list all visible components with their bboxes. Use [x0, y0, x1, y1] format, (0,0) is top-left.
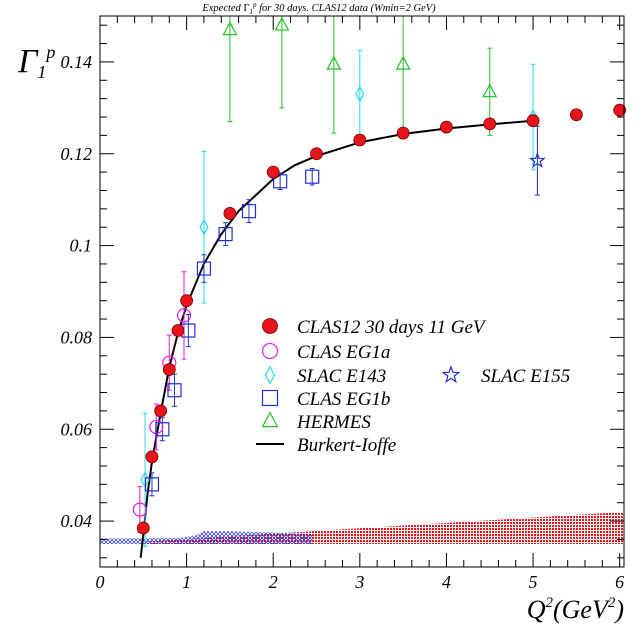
clas-eg1b-point-9 — [305, 169, 320, 184]
clas12-30-days-11-gev-point-13 — [483, 117, 497, 131]
burkert-ioffe-curve — [139, 119, 534, 558]
legend-label-slac-e155: SLAC E155 — [481, 366, 570, 387]
title-rest: for 30 days. CLAS12 data (Wmin=2 GeV) — [257, 3, 437, 14]
clas-eg1a-point-4 — [176, 308, 192, 323]
x-tick-label-0: 0 — [96, 572, 105, 592]
y-tick-label-0.14: 0.14 — [61, 52, 93, 72]
y-tick-label-0.06: 0.06 — [61, 419, 93, 439]
clas12-30-days-11-gev-point-8 — [266, 165, 280, 179]
plot-frame — [99, 15, 625, 568]
curve-layer — [139, 119, 534, 558]
clas12-30-days-11-gev-point-16 — [613, 103, 627, 117]
y-tick-label-0.04: 0.04 — [61, 511, 93, 531]
clas-eg1b-point-2 — [155, 422, 170, 437]
title-gamma: Γ — [243, 3, 249, 14]
legend-marker-slac-e155 — [441, 365, 461, 384]
legend-marker-clas-eg1a — [261, 342, 279, 360]
clas-eg1b-point-6 — [218, 227, 233, 242]
hermes-point-4 — [395, 55, 411, 70]
clas12-30-days-11-gev-point-9 — [310, 147, 323, 161]
x-axis-label-rest: (GeV — [553, 595, 611, 624]
clas12-30-days-11-gev-point-7 — [223, 207, 237, 220]
x-axis-label-sup2: 2 — [608, 595, 616, 611]
bands-layer — [100, 511, 624, 545]
clas12-30-days-11-gev-point-1 — [136, 521, 150, 535]
clas12-30-days-11-gev-point-5 — [171, 324, 185, 337]
y-axis-label-sub: 1 — [37, 62, 46, 82]
legend-label-clas12-30-days-11-gev: CLAS12 30 days 11 GeV — [297, 317, 487, 338]
legend-marker-clas12-30-days-11-gev — [262, 318, 278, 334]
x-tick-label-2: 2 — [269, 572, 278, 592]
clas-eg1b-point-8 — [273, 174, 288, 189]
chart-title-text: Expected — [201, 3, 243, 14]
marker-layer — [132, 16, 627, 535]
clas12-30-days-11-gev-point-10 — [353, 133, 367, 147]
slac-e155-point-1 — [528, 151, 546, 168]
clas-eg1b-point-3 — [167, 383, 182, 398]
clas12-30-days-11-gev-point-2 — [145, 450, 159, 464]
y-tick-label-0.08: 0.08 — [61, 327, 93, 347]
systematic-band-2 — [100, 531, 313, 545]
x-tick-label-6: 6 — [615, 572, 624, 592]
errorbar-layer — [137, 16, 623, 547]
hermes-point-1 — [222, 21, 238, 36]
title-sub: 1 — [250, 8, 254, 16]
title-sup: p — [252, 1, 257, 9]
clas12-30-days-11-gev-point-4 — [162, 363, 176, 376]
x-axis-label-sup: 2 — [545, 595, 553, 611]
y-axis-label: Γ1p — [17, 42, 55, 82]
clas12-30-days-11-gev-point-15 — [569, 108, 583, 122]
legend: CLAS12 30 days 11 GeV CLAS EG1a SLAC E143 S… — [256, 317, 570, 456]
legend-marker-slac-e143 — [264, 365, 276, 385]
legend-label-slac-e143: SLAC E143 — [297, 366, 386, 387]
slac-e143-point-3 — [355, 85, 365, 103]
legend-label-hermes: HERMES — [296, 412, 371, 433]
clas-eg1b-point-5 — [196, 261, 212, 276]
clas-eg1b-point-7 — [241, 204, 257, 219]
x-axis-label-close: ) — [613, 595, 624, 624]
legend-label-clas-eg1a: CLAS EG1a — [297, 342, 390, 363]
slac-e143-point-2 — [199, 218, 209, 236]
legend-label-clas-eg1b: CLAS EG1b — [297, 389, 390, 410]
clas-eg1b-point-1 — [144, 477, 160, 492]
clas12-30-days-11-gev-point-14 — [526, 114, 540, 128]
x-tick-label-4: 4 — [442, 572, 451, 592]
clas-eg1a-point-1 — [132, 502, 147, 517]
y-tick-label-0.12: 0.12 — [61, 144, 93, 164]
x-tick-label-5: 5 — [529, 572, 538, 592]
x-axis-label: Q2(GeV2) — [527, 595, 624, 624]
clas12-30-days-11-gev-point-6 — [180, 294, 194, 308]
axis-ticks: 0 1 2 3 4 5 6 0.04 0.06 0.08 0.1 0.12 0.14 — [61, 16, 624, 592]
legend-marker-hermes — [261, 411, 279, 428]
clas12-30-days-11-gev-point-3 — [154, 404, 168, 418]
clas12-30-days-11-gev-point-12 — [440, 120, 453, 134]
x-tick-label-3: 3 — [354, 572, 364, 592]
y-tick-label-0.1: 0.1 — [70, 236, 93, 256]
chart-title: Expected Γ1p for 30 days. CLAS12 data (W… — [201, 1, 436, 16]
legend-label-burkert-ioffe: Burkert-Ioffe — [297, 435, 396, 456]
y-axis-label-sup: p — [44, 42, 55, 62]
legend-marker-clas-eg1b — [261, 389, 279, 407]
hermes-point-3 — [326, 55, 342, 70]
x-tick-label-1: 1 — [182, 572, 191, 592]
clas12-30-days-11-gev-point-11 — [396, 126, 410, 140]
hermes-point-2 — [274, 16, 290, 31]
hermes-point-5 — [482, 83, 498, 98]
